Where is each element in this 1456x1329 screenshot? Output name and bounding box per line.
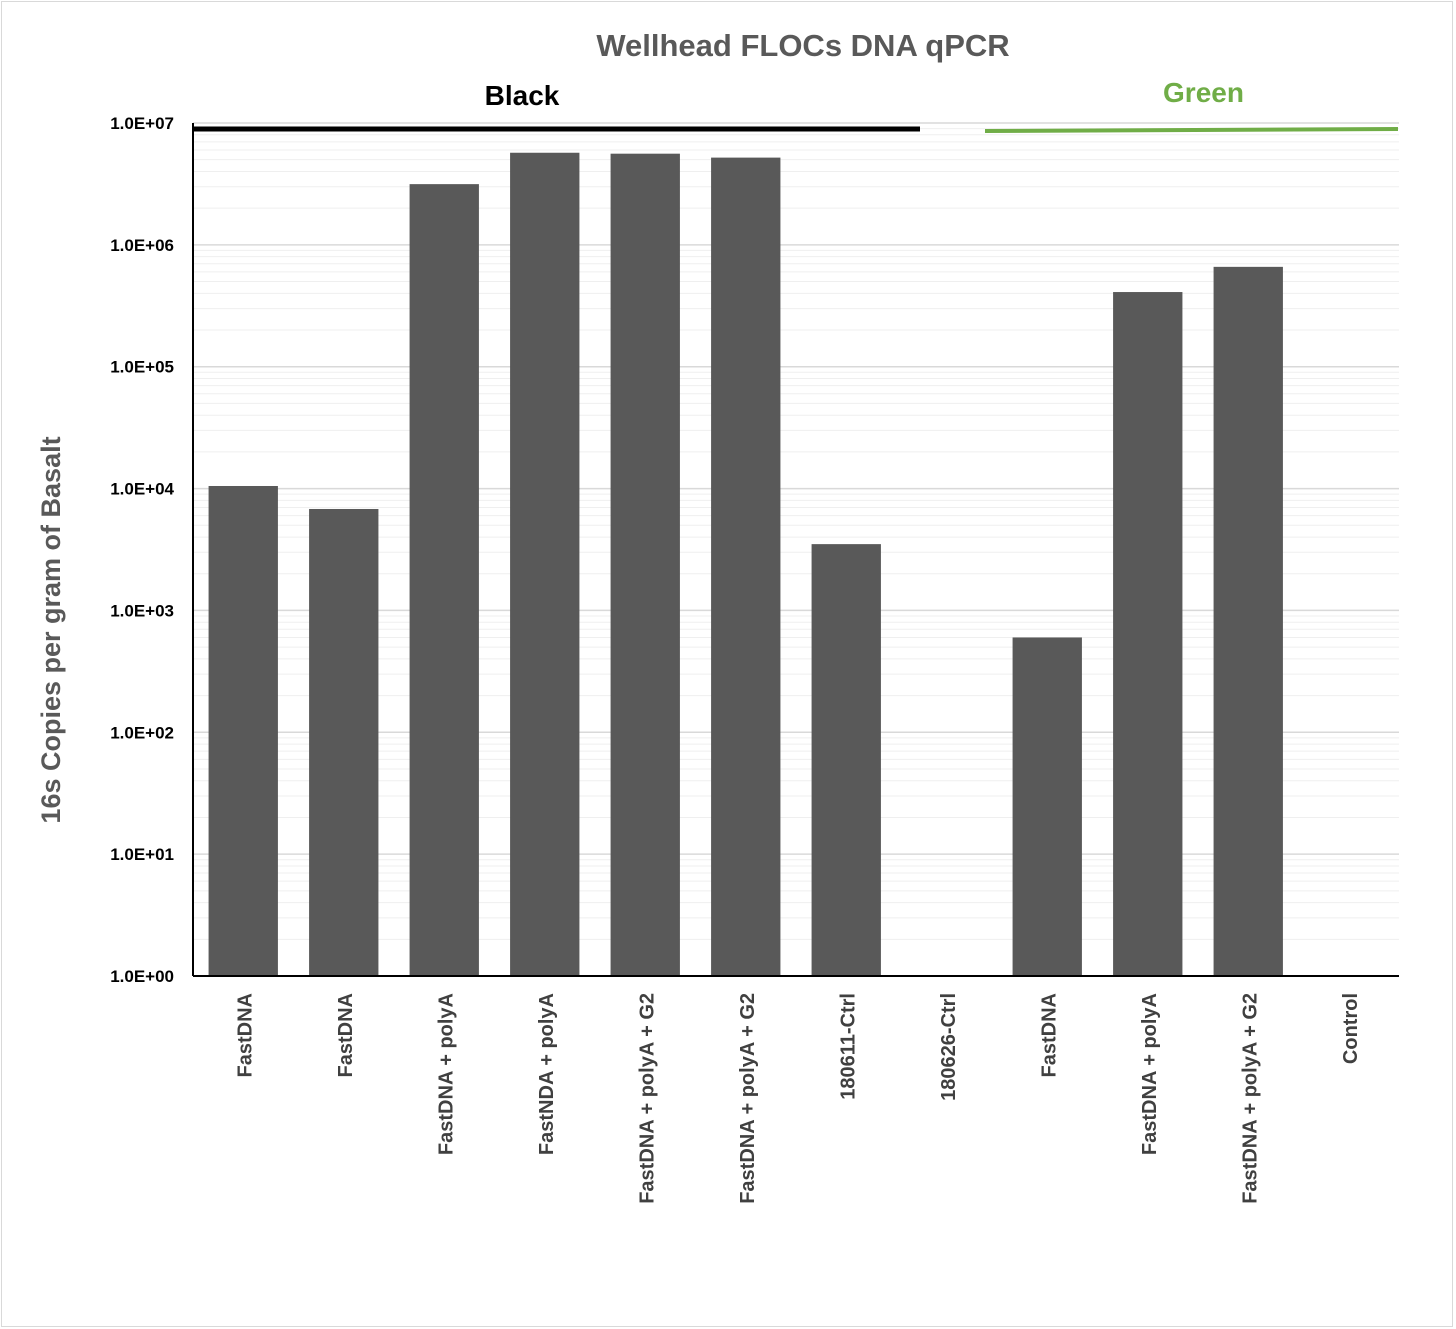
y-tick-label: 1.0E+01 [110, 845, 174, 864]
group-label: Black [485, 80, 560, 111]
bar [409, 184, 479, 976]
x-tick-label: FastDNA + polyA + G2 [1239, 993, 1261, 1204]
group-brackets: Black Green [194, 77, 1399, 133]
bar [610, 153, 680, 977]
x-tick-label: FastDNA [335, 993, 357, 1077]
x-tick-label: FastNDA + polyA [536, 993, 558, 1155]
bar [510, 152, 580, 976]
x-tick-label: Control [1340, 993, 1362, 1064]
bar [309, 508, 379, 976]
y-tick-label: 1.0E+02 [110, 723, 174, 742]
bar [1113, 292, 1183, 976]
y-tick-label: 1.0E+05 [110, 358, 174, 377]
bar [1213, 266, 1283, 976]
y-tick-label: 1.0E+06 [110, 236, 174, 255]
x-tick-label: FastDNA [1038, 993, 1060, 1077]
x-tick-labels: FastDNA FastDNA FastDNA + polyA FastNDA + p… [234, 993, 1362, 1204]
y-tick-label: 1.0E+03 [110, 601, 174, 620]
x-tick-label: 180611-Ctrl [837, 993, 859, 1100]
bars [208, 152, 1283, 977]
x-tick-label: FastDNA + polyA [435, 993, 457, 1155]
bar [711, 157, 781, 976]
y-tick-label: 1.0E+07 [110, 114, 174, 133]
bar [208, 485, 278, 976]
y-tick-labels: 1.0E+00 1.0E+01 1.0E+02 1.0E+03 1.0E+04 1.0E+… [110, 114, 174, 986]
x-tick-label: FastDNA + polyA + G2 [636, 993, 658, 1204]
y-tick-label: 1.0E+04 [110, 480, 174, 499]
axes [192, 123, 1399, 977]
x-tick-label: FastDNA + polyA [1139, 993, 1161, 1155]
chart-title: Wellhead FLOCs DNA qPCR [596, 28, 1009, 63]
group-bracket-line [984, 127, 1399, 133]
x-tick-label: FastDNA [234, 993, 256, 1077]
bar [1012, 637, 1082, 976]
y-axis-label: 16s Copies per gram of Basalt [36, 436, 66, 823]
group-label: Green [1163, 77, 1244, 108]
grid-layer [193, 122, 1399, 940]
x-tick-label: FastDNA + polyA + G2 [737, 993, 759, 1204]
bar [811, 544, 881, 976]
x-tick-label: 180626-Ctrl [938, 993, 960, 1101]
y-tick-label: 1.0E+00 [110, 967, 174, 986]
